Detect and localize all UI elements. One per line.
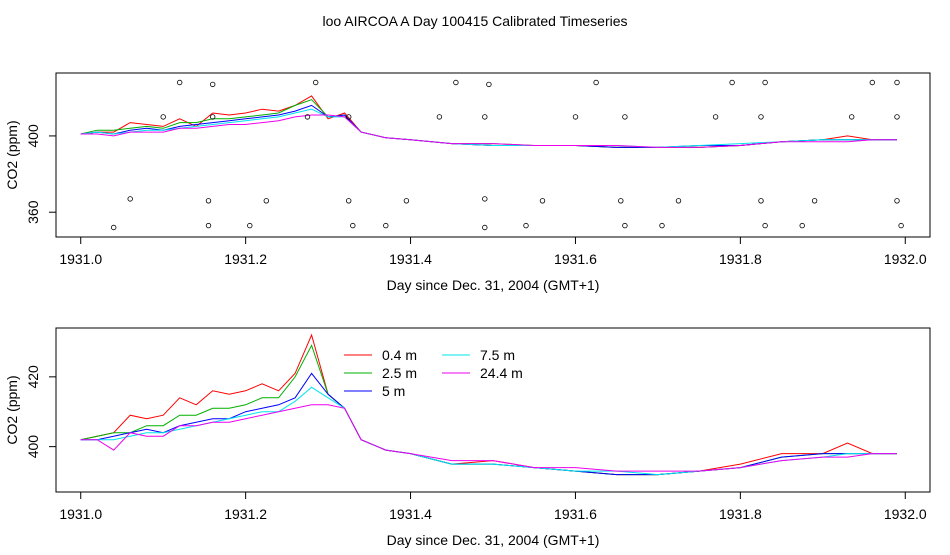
top-x-tick-label: 1931.0	[59, 251, 102, 267]
scatter-point	[849, 114, 855, 120]
scatter-point	[247, 222, 253, 229]
scatter-point	[482, 196, 488, 202]
top-x-axis-label: Day since Dec. 31, 2004 (GMT+1)	[387, 277, 600, 293]
scatter-point	[176, 79, 183, 86]
scatter-point	[263, 198, 269, 204]
scatter-point	[127, 196, 133, 202]
scatter-point	[486, 81, 492, 88]
bottom-x-axis-label: Day since Dec. 31, 2004 (GMT+1)	[387, 532, 600, 548]
scatter-point	[383, 222, 389, 229]
bottom-x-tick-label: 1931.6	[554, 506, 597, 522]
top-y-tick-label: 360	[25, 200, 41, 224]
scatter-point	[894, 114, 900, 120]
bottom-x-tick-label: 1931.0	[59, 506, 102, 522]
legend-label: 7.5 m	[480, 347, 515, 363]
bottom-x-tick-label: 1931.2	[224, 506, 267, 522]
bottom-x-tick-label: 1931.8	[719, 506, 762, 522]
scatter-point	[304, 114, 311, 120]
top-x-tick-label: 1931.6	[554, 251, 597, 267]
scatter-point	[436, 114, 443, 120]
scatter-point	[729, 79, 735, 86]
scatter-point	[482, 114, 488, 120]
scatter-point	[622, 222, 628, 229]
scatter-point	[205, 198, 212, 204]
scatter-point	[593, 79, 599, 86]
scatter-point	[894, 198, 900, 204]
top-plot-frame	[55, 72, 931, 238]
top-series-line-5	[80, 114, 897, 148]
legend-label: 0.4 m	[382, 347, 417, 363]
scatter-point	[762, 79, 768, 86]
top-series-line-3	[80, 104, 897, 148]
legend-label: 5 m	[382, 383, 405, 399]
scatter-point	[403, 198, 410, 204]
scatter-point	[659, 222, 665, 229]
scatter-point	[869, 79, 875, 86]
bottom-y-tick-label: 400	[25, 435, 41, 459]
scatter-point	[346, 198, 352, 204]
top-x-tick-label: 1931.8	[719, 251, 762, 267]
scatter-point	[482, 224, 488, 231]
bottom-y-axis-label: CO2 (ppm)	[4, 375, 20, 444]
scatter-point	[712, 114, 719, 120]
scatter-point	[160, 114, 166, 120]
scatter-point	[675, 198, 682, 204]
scatter-point	[209, 81, 216, 88]
scatter-point	[762, 222, 768, 229]
scatter-point	[110, 224, 117, 231]
legend-label: 2.5 m	[382, 365, 417, 381]
scatter-point	[758, 198, 764, 204]
top-x-tick-label: 1931.4	[389, 251, 432, 267]
bottom-y-tick-label: 420	[25, 365, 41, 389]
scatter-point	[209, 114, 216, 120]
legend-label: 24.4 m	[480, 365, 523, 381]
top-y-axis-label: CO2 (ppm)	[4, 120, 20, 189]
bottom-plot-frame	[55, 327, 931, 493]
scatter-point	[622, 114, 628, 120]
top-y-tick-label: 400	[25, 124, 41, 148]
scatter-point	[205, 222, 212, 229]
top-x-tick-label: 1931.2	[224, 251, 267, 267]
top-series-line-4	[80, 108, 897, 148]
scatter-point	[618, 198, 624, 204]
top-panel: Day since Dec. 31, 2004 (GMT+1) CO2 (ppm…	[4, 72, 931, 293]
scatter-point	[539, 198, 546, 204]
scatter-point	[811, 198, 818, 204]
bottom-panel: Day since Dec. 31, 2004 (GMT+1) CO2 (ppm…	[4, 327, 931, 548]
scatter-point	[313, 79, 319, 86]
bottom-x-tick-label: 1932.0	[884, 506, 927, 522]
scatter-point	[898, 222, 904, 229]
bottom-x-tick-label: 1931.4	[389, 506, 432, 522]
scatter-point	[350, 222, 356, 229]
scatter-point	[523, 222, 529, 229]
bottom-series-line-5	[80, 404, 897, 472]
scatter-point	[346, 114, 352, 120]
top-series-line-1	[80, 95, 897, 148]
scatter-point	[758, 114, 764, 120]
scatter-point	[799, 222, 805, 229]
scatter-point	[572, 114, 579, 120]
legend: 0.4 m 2.5 m 5 m 7.5 m 24.4 m	[344, 347, 523, 399]
scatter-point	[894, 79, 900, 86]
top-x-tick-label: 1932.0	[884, 251, 927, 267]
scatter-point	[453, 79, 459, 86]
chart-title: loo AIRCOA A Day 100415 Calibrated Times…	[322, 13, 627, 29]
